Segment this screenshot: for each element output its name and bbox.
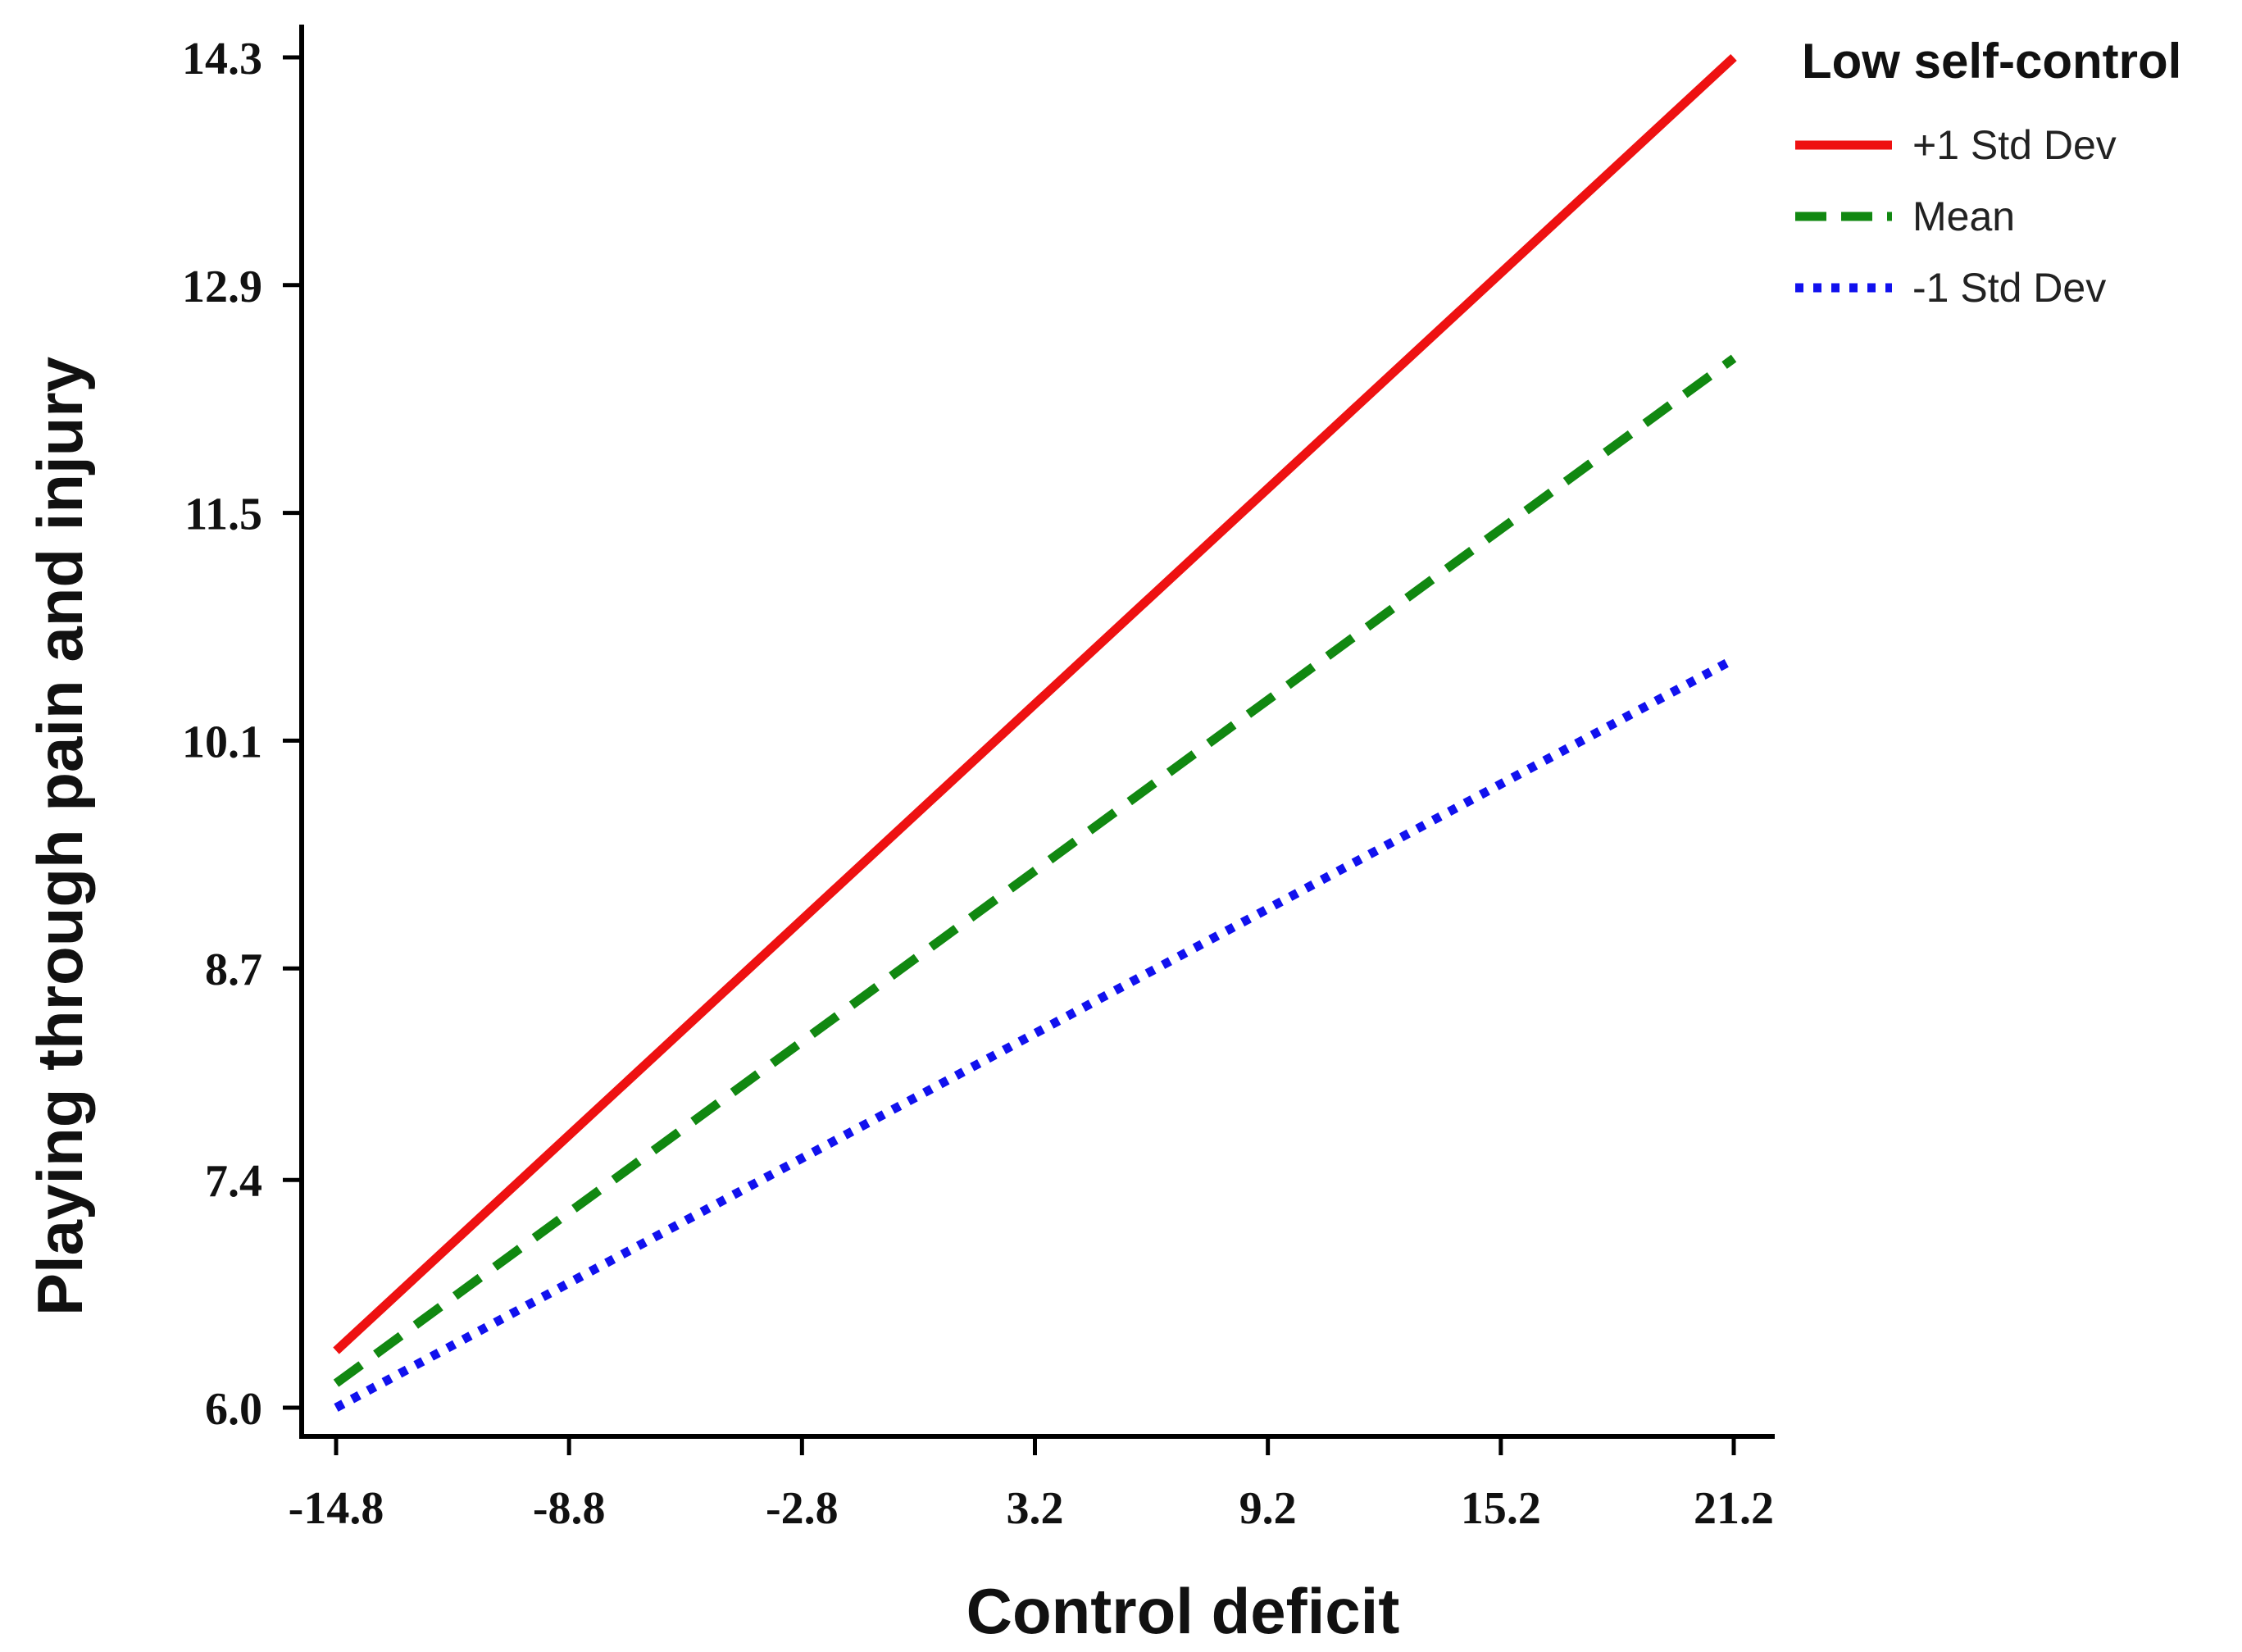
series-line-2 xyxy=(333,354,1737,1387)
legend-label: +1 Std Dev xyxy=(1912,122,2117,168)
y-tick-label: 12.9 xyxy=(182,262,262,312)
x-tick-label: 21.2 xyxy=(1694,1483,1774,1534)
x-tick-label: 15.2 xyxy=(1461,1483,1541,1534)
x-tick-label: 3.2 xyxy=(1007,1483,1064,1534)
legend-label: -1 Std Dev xyxy=(1912,265,2106,311)
x-tick-label: -2.8 xyxy=(766,1483,839,1534)
series-lines xyxy=(333,53,1737,1412)
y-tick-label: 14.3 xyxy=(182,34,262,84)
y-tick-label: 11.5 xyxy=(184,489,262,540)
y-axis-title: Playing through pain and injury xyxy=(24,357,96,1316)
y-ticks: 6.0 7.4 8.7 10.1 11.5 12.9 14.3 xyxy=(182,34,302,1435)
x-ticks: -14.8 -8.8 -2.8 3.2 9.2 15.2 21.2 xyxy=(289,1436,1774,1534)
legend: Low self-control +1 Std Dev Mean -1 Std De… xyxy=(1795,34,2181,311)
x-axis-title: Control deficit xyxy=(966,1575,1400,1647)
y-tick-label: 6.0 xyxy=(205,1384,262,1435)
y-tick-label: 10.1 xyxy=(182,717,262,767)
series-line-1 xyxy=(333,53,1737,1354)
legend-label: Mean xyxy=(1912,193,2015,239)
x-tick-label: -14.8 xyxy=(289,1483,384,1534)
y-tick-label: 8.7 xyxy=(205,944,262,995)
x-tick-label: 9.2 xyxy=(1239,1483,1297,1534)
legend-title: Low self-control xyxy=(1802,34,2181,89)
y-tick-label: 7.4 xyxy=(205,1156,262,1207)
x-tick-label: -8.8 xyxy=(533,1483,606,1534)
axes xyxy=(299,25,1775,1439)
legend-items: +1 Std Dev Mean -1 Std Dev xyxy=(1795,122,2117,311)
series-line-3 xyxy=(334,655,1736,1412)
